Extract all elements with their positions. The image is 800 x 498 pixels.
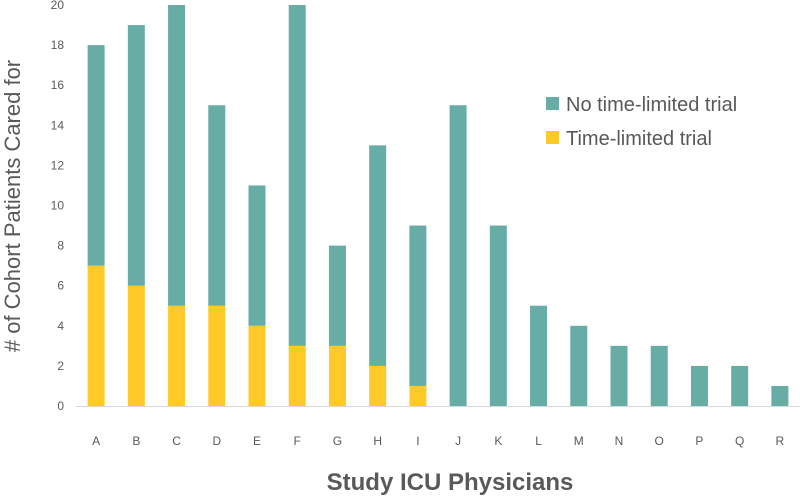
- y-tick-label: 10: [51, 199, 65, 213]
- bar-E-trial: [248, 325, 266, 406]
- x-tick-label: I: [416, 434, 419, 448]
- bar-G-trial: [328, 345, 346, 406]
- x-tick-label: O: [655, 434, 664, 448]
- bar-O-no-trial: [650, 345, 668, 406]
- x-axis-title: Study ICU Physicians: [327, 469, 574, 496]
- y-tick-label: 16: [51, 78, 65, 92]
- bar-G-no-trial: [328, 245, 346, 346]
- y-tick-label: 4: [57, 319, 64, 333]
- legend-label-no-trial: No time-limited trial: [566, 94, 737, 116]
- bar-Q-no-trial: [731, 365, 749, 406]
- y-axis-ticks: 0 2 4 6 8 10 12 14 16 18 20: [51, 0, 65, 413]
- bar-H-trial: [369, 365, 387, 406]
- x-tick-label: R: [776, 434, 785, 448]
- bar-L-no-trial: [530, 305, 548, 406]
- y-tick-label: 12: [51, 158, 65, 172]
- y-tick-label: 2: [57, 359, 64, 373]
- bar-D-no-trial: [208, 105, 226, 306]
- bar-B-no-trial: [127, 25, 145, 286]
- bar-J-no-trial: [449, 105, 467, 406]
- x-tick-label: K: [494, 434, 502, 448]
- bar-A-trial: [87, 265, 105, 406]
- x-tick-label: N: [615, 434, 624, 448]
- bar-N-no-trial: [610, 345, 628, 406]
- x-tick-label: G: [333, 434, 342, 448]
- x-tick-label: L: [535, 434, 542, 448]
- x-tick-label: B: [132, 434, 140, 448]
- x-tick-label: H: [373, 434, 382, 448]
- x-tick-label: Q: [735, 434, 744, 448]
- bar-E-no-trial: [248, 185, 266, 326]
- x-tick-label: C: [172, 434, 181, 448]
- bar-A-no-trial: [87, 45, 105, 266]
- bar-K-no-trial: [489, 225, 507, 406]
- x-tick-label: M: [574, 434, 584, 448]
- y-tick-label: 20: [51, 0, 65, 12]
- bar-F-trial: [288, 345, 306, 406]
- bar-F-no-trial: [288, 5, 306, 346]
- x-tick-label: F: [294, 434, 301, 448]
- bar-C-no-trial: [168, 5, 186, 306]
- legend-label-trial: Time-limited trial: [566, 128, 712, 150]
- bar-I-trial: [409, 385, 427, 406]
- bar-M-no-trial: [570, 325, 588, 406]
- y-tick-label: 6: [57, 279, 64, 293]
- y-axis-title: # of Cohort Patients Cared for: [0, 60, 25, 352]
- y-tick-label: 0: [57, 399, 64, 413]
- x-tick-label: E: [253, 434, 261, 448]
- y-tick-label: 14: [51, 118, 65, 132]
- x-tick-label: P: [695, 434, 703, 448]
- x-tick-label: D: [212, 434, 221, 448]
- bar-H-no-trial: [369, 145, 387, 366]
- bars: [87, 5, 789, 406]
- legend: No time-limited trial Time-limited trial: [546, 94, 737, 150]
- x-axis-categories: A B C D E F G H I J K L M N O P Q R: [92, 434, 784, 448]
- bar-R-no-trial: [771, 385, 789, 406]
- x-tick-label: J: [455, 434, 461, 448]
- y-tick-label: 18: [51, 38, 65, 52]
- bar-I-no-trial: [409, 225, 427, 386]
- bar-D-trial: [208, 305, 226, 406]
- bar-P-no-trial: [690, 365, 708, 406]
- bar-C-trial: [168, 305, 186, 406]
- x-tick-label: A: [92, 434, 100, 448]
- legend-swatch-trial: [546, 131, 559, 144]
- legend-swatch-no-trial: [546, 97, 559, 110]
- bar-B-trial: [127, 285, 145, 406]
- y-tick-label: 8: [57, 239, 64, 253]
